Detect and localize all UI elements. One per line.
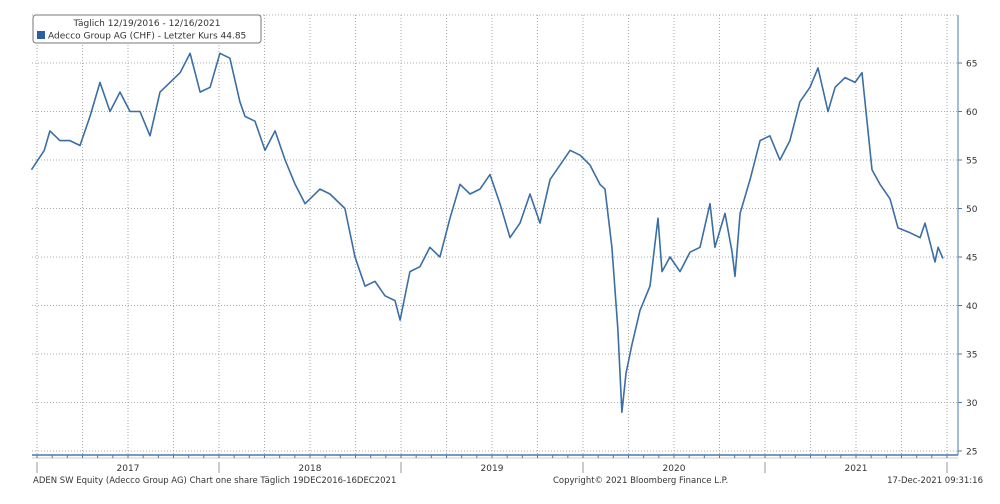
year-label: 2019	[481, 464, 504, 474]
y-tick-label: 40	[966, 302, 978, 312]
y-tick-label: 35	[966, 351, 977, 361]
y-tick-label: 25	[966, 448, 977, 458]
series-line-adecco	[30, 52, 944, 413]
legend-series-label: Adecco Group AG (CHF) - Letzter Kurs 44.…	[48, 32, 246, 42]
legend-title: Täglich 12/19/2016 - 12/16/2021	[73, 19, 221, 29]
footer-right: 17-Dec-2021 09:31:16	[887, 476, 983, 486]
y-tick-label: 65	[966, 60, 977, 70]
grid	[32, 14, 958, 455]
y-axis: 25 30 35 40 45 50 55 60 65	[957, 15, 978, 458]
footer-center: Copyright© 2021 Bloomberg Finance L.P.	[553, 476, 728, 486]
y-tick-label: 30	[966, 399, 978, 409]
x-axis: 2017 2018 2019 2020 2021	[32, 454, 958, 474]
year-label: 2017	[117, 464, 140, 474]
legend: Täglich 12/19/2016 - 12/16/2021 Adecco G…	[32, 14, 262, 44]
y-tick-label: 50	[966, 205, 978, 215]
year-label: 2021	[845, 464, 868, 474]
legend-swatch	[37, 31, 45, 39]
year-label: 2018	[299, 464, 322, 474]
footer-left: ADEN SW Equity (Adecco Group AG) Chart o…	[33, 476, 396, 486]
y-tick-label: 45	[966, 254, 977, 264]
year-label: 2020	[663, 464, 686, 474]
y-tick-label: 60	[966, 108, 978, 118]
y-tick-label: 55	[966, 157, 977, 167]
